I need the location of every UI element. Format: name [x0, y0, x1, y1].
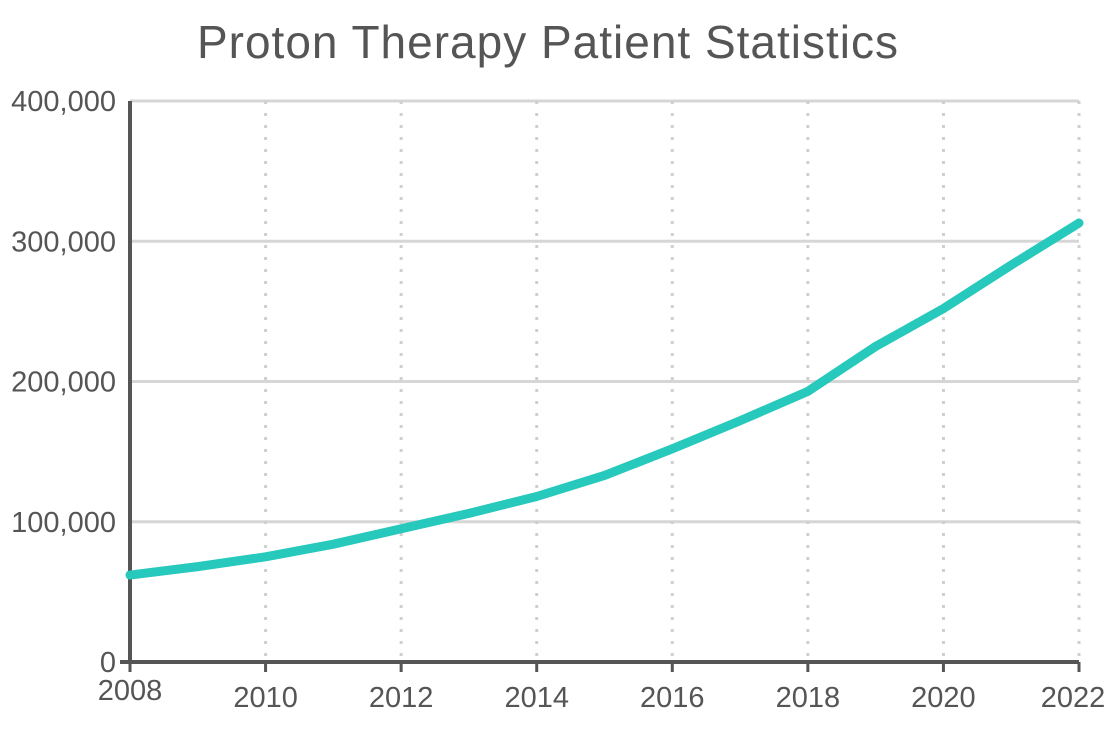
x-tick-label: 2014 [504, 682, 569, 714]
series-group [125, 218, 1084, 580]
axes [120, 101, 1081, 672]
x-axis-ticks: 2008 2010 2012 2014 2016 2018 2020 2022 [98, 675, 1106, 714]
x-tick-label: 2010 [233, 682, 298, 714]
series-line [125, 218, 1084, 580]
y-tick-label: 400,000 [11, 86, 116, 118]
x-tick-label: 2008 [98, 675, 163, 707]
y-tick-label: 100,000 [11, 507, 116, 539]
x-tick-label: 2016 [640, 682, 705, 714]
x-tick-label: 2022 [1041, 682, 1106, 714]
x-tick-label: 2018 [776, 682, 841, 714]
y-tick-label: 300,000 [11, 226, 116, 258]
x-tick-label: 2020 [911, 682, 976, 714]
y-tick-label: 200,000 [11, 367, 116, 399]
y-axis-ticks: 0 100,000 200,000 300,000 400,000 [11, 86, 116, 679]
horizontal-gridlines [130, 99, 1079, 524]
x-tick-label: 2012 [369, 682, 434, 714]
y-tick-label: 0 [100, 647, 116, 679]
chart-title: Proton Therapy Patient Statistics [197, 16, 899, 68]
